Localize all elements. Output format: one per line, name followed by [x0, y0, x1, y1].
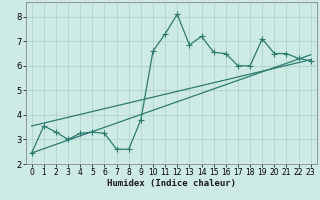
X-axis label: Humidex (Indice chaleur): Humidex (Indice chaleur): [107, 179, 236, 188]
